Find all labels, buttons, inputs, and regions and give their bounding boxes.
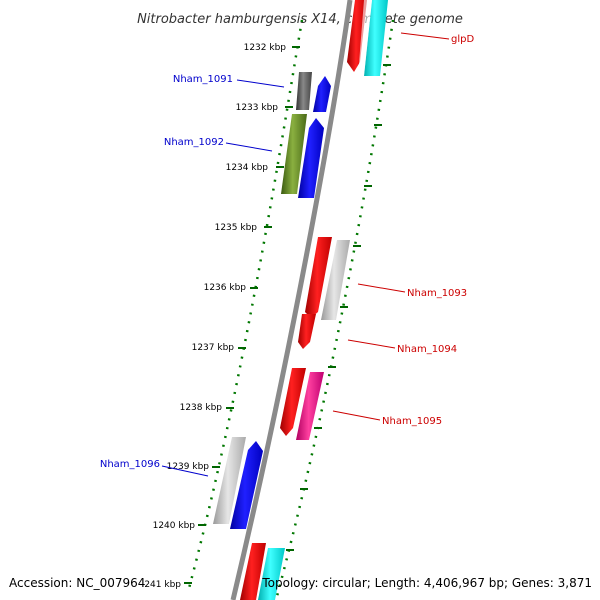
tick-marks <box>184 46 300 584</box>
leader-lines <box>161 32 450 477</box>
tick-label: 1233 kbp <box>236 103 279 113</box>
tick-label: 1235 kbp <box>215 223 258 233</box>
gene-nham1091[interactable] <box>296 72 331 112</box>
gene-label-glpD: glpD <box>451 34 474 45</box>
gene-nham1095[interactable] <box>280 368 324 440</box>
gene-bottom-pair[interactable] <box>240 543 285 600</box>
gene-nham1092[interactable] <box>281 114 324 198</box>
tick-label: 1234 kbp <box>226 163 269 173</box>
tick-label: 1239 kbp <box>167 462 210 472</box>
gene-nham1096[interactable] <box>213 437 263 529</box>
tick-label: 1236 kbp <box>204 283 247 293</box>
outer-tick-marks <box>286 64 391 551</box>
tick-label: 241 kbp <box>144 580 181 590</box>
gene-nham1094[interactable] <box>298 314 316 349</box>
gene-label-nham1094: Nham_1094 <box>397 344 457 355</box>
outer-ruler <box>274 19 395 600</box>
accession-text: Accession: NC_007964 <box>9 576 145 590</box>
gene-label-nham1091: Nham_1091 <box>173 74 233 85</box>
gene-nham1093[interactable] <box>305 237 350 320</box>
topology-text: Topology: circular; Length: 4,406,967 bp… <box>261 576 592 590</box>
gene-glpD[interactable] <box>347 0 388 76</box>
tick-label: 1237 kbp <box>192 343 235 353</box>
tick-label: 1232 kbp <box>244 43 287 53</box>
gene-labels: glpD Nham_1091 Nham_1092 Nham_1093 Nham_… <box>100 34 475 470</box>
tick-labels: 1232 kbp 1233 kbp 1234 kbp 1235 kbp 1236… <box>144 43 286 590</box>
tick-label: 1238 kbp <box>180 403 223 413</box>
map-title: Nitrobacter hamburgensis X14, complete g… <box>137 12 463 27</box>
tick-label: 1240 kbp <box>153 521 196 531</box>
gene-label-nham1093: Nham_1093 <box>407 288 467 299</box>
gene-label-nham1095: Nham_1095 <box>382 416 442 427</box>
genome-backbone <box>230 0 353 600</box>
gene-label-nham1096: Nham_1096 <box>100 459 160 470</box>
gene-label-nham1092: Nham_1092 <box>164 137 224 148</box>
